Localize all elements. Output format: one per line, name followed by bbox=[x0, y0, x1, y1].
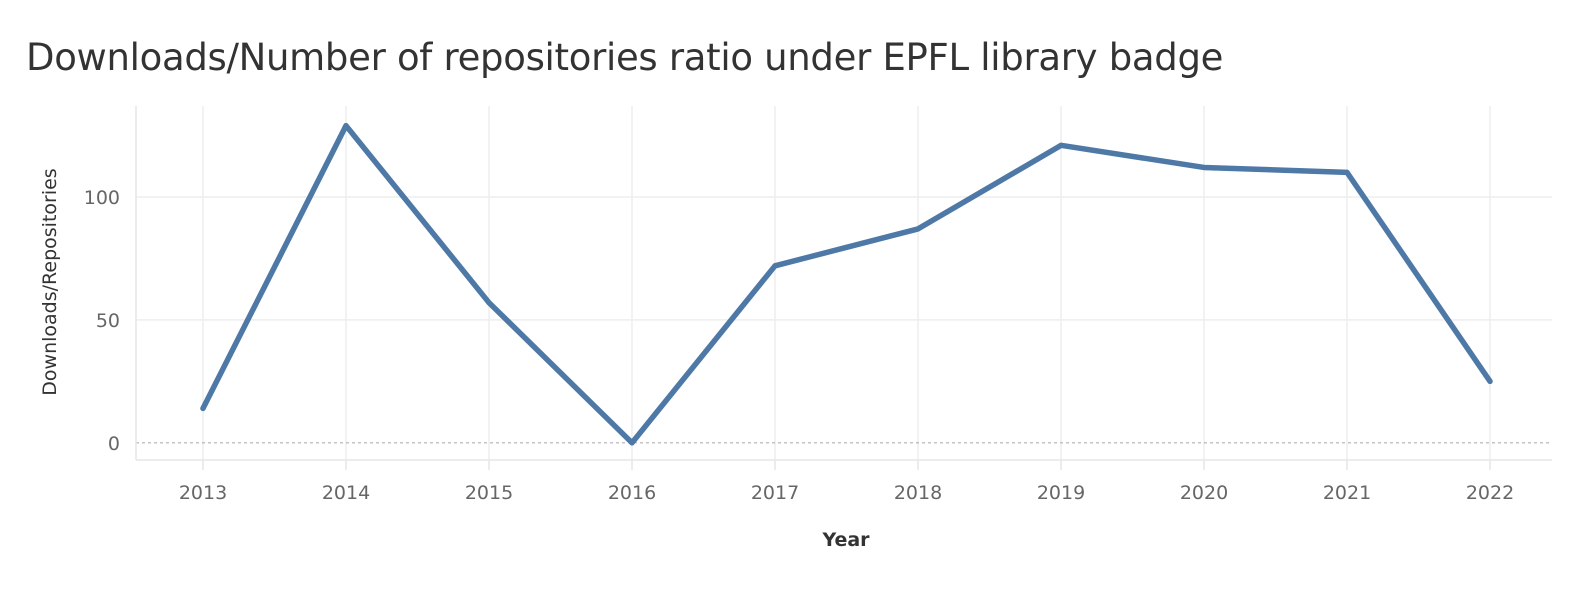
series-layer bbox=[200, 122, 1493, 446]
x-tick-label: 2015 bbox=[465, 482, 513, 504]
data-point[interactable] bbox=[200, 405, 206, 411]
y-axis-title: Downloads/Repositories bbox=[39, 168, 61, 395]
x-tick-label: 2019 bbox=[1037, 482, 1085, 504]
gridlines bbox=[136, 106, 1552, 460]
data-point[interactable] bbox=[1058, 142, 1064, 148]
y-tick-label: 50 bbox=[96, 310, 120, 332]
x-tick-label: 2022 bbox=[1466, 482, 1514, 504]
y-tick-label: 100 bbox=[84, 187, 120, 209]
x-tick-label: 2017 bbox=[751, 482, 799, 504]
axes bbox=[135, 106, 1552, 470]
data-point[interactable] bbox=[1344, 169, 1350, 175]
x-axis-title: Year bbox=[821, 529, 870, 551]
x-tick-label: 2013 bbox=[179, 482, 227, 504]
data-point[interactable] bbox=[629, 440, 635, 446]
chart-title: Downloads/Number of repositories ratio u… bbox=[26, 36, 1224, 79]
data-point[interactable] bbox=[343, 123, 349, 129]
x-tick-label: 2014 bbox=[322, 482, 370, 504]
data-point[interactable] bbox=[915, 226, 921, 232]
data-point[interactable] bbox=[1487, 378, 1493, 384]
y-tick-label: 0 bbox=[108, 433, 120, 455]
x-tick-label: 2018 bbox=[894, 482, 942, 504]
x-tick-label: 2021 bbox=[1323, 482, 1371, 504]
x-tick-label: 2016 bbox=[608, 482, 656, 504]
data-point[interactable] bbox=[1201, 164, 1207, 171]
data-point[interactable] bbox=[772, 263, 778, 269]
series-line bbox=[200, 122, 1493, 446]
data-point[interactable] bbox=[486, 300, 492, 306]
x-tick-labels: 2013 2014 2015 2016 2017 2018 2019 2020 2021 2022 bbox=[179, 482, 1514, 504]
y-tick-labels: 0 50 100 bbox=[84, 187, 120, 455]
x-tick-label: 2020 bbox=[1180, 482, 1228, 504]
